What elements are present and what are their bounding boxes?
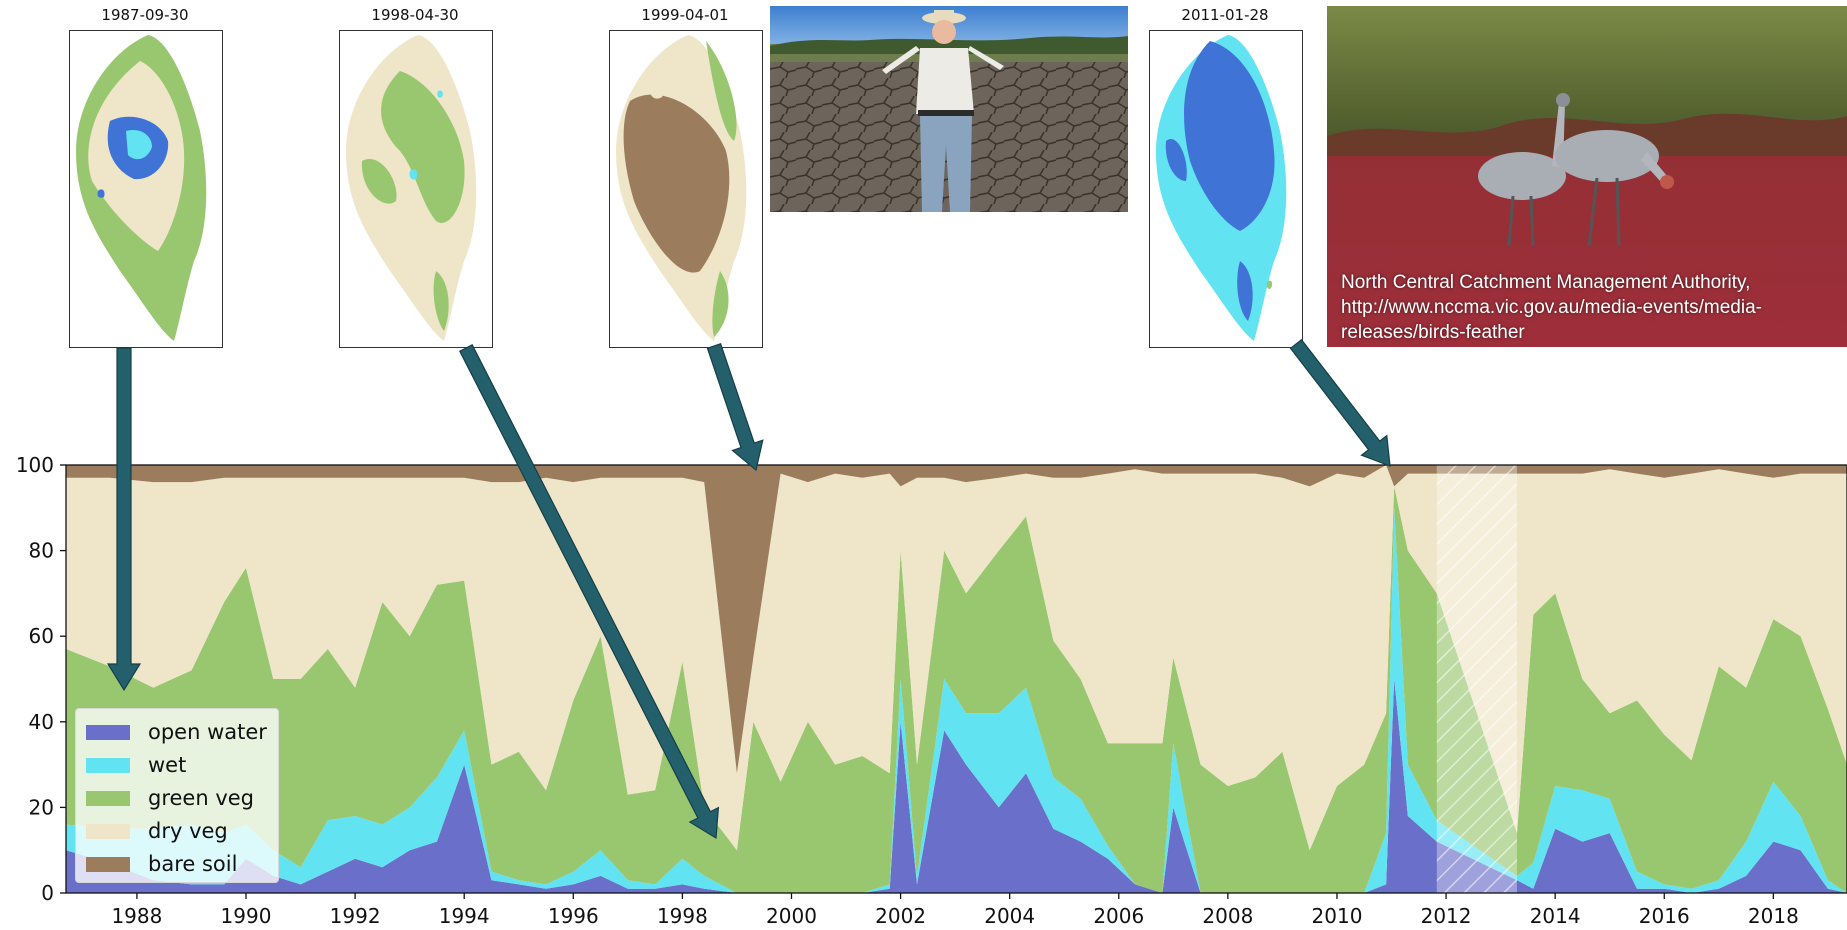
x-tick-label: 2006	[1093, 904, 1144, 928]
legend-label: green veg	[148, 786, 255, 810]
thumbnail-map	[609, 30, 763, 348]
legend-item-green-veg: green veg	[86, 783, 254, 813]
area-series-open-water	[66, 679, 1847, 893]
x-tick-label: 1990	[221, 904, 272, 928]
thumbnail-map	[339, 30, 493, 348]
data-gap-hatch	[1436, 465, 1517, 893]
legend-swatch	[86, 790, 130, 806]
x-tick-label: 1988	[111, 904, 162, 928]
annotation-arrow-2011	[1289, 338, 1391, 467]
x-tick-label: 2018	[1748, 904, 1799, 928]
x-tick-label: 2014	[1530, 904, 1581, 928]
legend-label: bare soil	[148, 852, 238, 876]
x-tick-label: 2002	[875, 904, 926, 928]
area-series-wet	[66, 507, 1847, 893]
x-tick-label: 1992	[330, 904, 381, 928]
person-figure	[882, 10, 1004, 212]
y-tick-label: 0	[41, 881, 54, 905]
plot-frame	[65, 464, 1847, 894]
area-series-green-veg	[66, 486, 1847, 893]
x-tick-label: 2012	[1421, 904, 1472, 928]
legend-swatch	[86, 724, 130, 740]
annotation-arrow-1998	[458, 343, 720, 840]
thumbnail-date: 2011-01-28	[1181, 6, 1269, 24]
thumbnail-1987: 1987-09-30	[45, 0, 245, 350]
cranes-photo-caption: North Central Catchment Management Autho…	[1341, 272, 1762, 343]
x-tick-label: 1994	[439, 904, 490, 928]
legend-swatch	[86, 757, 130, 773]
legend-item-bare-soil: bare soil	[86, 849, 237, 879]
area-series-bare-soil	[66, 465, 1847, 774]
legend-label: dry veg	[148, 819, 228, 843]
thumbnail-2011: 2011-01-28	[1125, 0, 1325, 350]
legend-label: wet	[148, 753, 187, 777]
data-gap-overlay	[1436, 465, 1517, 893]
legend-item-dry-veg: dry veg	[86, 816, 228, 846]
thumbnail-1998: 1998-04-30	[315, 0, 515, 350]
x-tick-label: 2008	[1202, 904, 1253, 928]
x-tick-label: 2010	[1312, 904, 1363, 928]
x-tick-label: 2004	[984, 904, 1035, 928]
x-tick-label: 1998	[657, 904, 708, 928]
y-tick-label: 40	[29, 710, 54, 734]
legend-item-wet: wet	[86, 750, 186, 780]
x-tick-label: 2016	[1639, 904, 1690, 928]
thumbnail-1999: 1999-04-01	[585, 0, 785, 350]
thumbnail-map	[1149, 30, 1303, 348]
legend-swatch	[86, 856, 130, 872]
farmer-photo	[770, 6, 1128, 212]
thumbnail-date: 1999-04-01	[641, 6, 729, 24]
crane-birds	[1478, 93, 1674, 247]
chart-legend: open water wet green veg dry veg bare so…	[75, 708, 279, 883]
thumbnail-map	[69, 30, 223, 348]
cranes-photo: North Central Catchment Management Autho…	[1327, 6, 1847, 347]
thumbnail-date: 1998-04-30	[371, 6, 459, 24]
x-tick-label: 1996	[548, 904, 599, 928]
legend-swatch	[86, 823, 130, 839]
y-tick-label: 60	[29, 624, 54, 648]
x-tick-label: 2000	[766, 904, 817, 928]
y-tick-label: 80	[29, 539, 54, 563]
annotation-arrow-1999	[706, 343, 764, 472]
legend-item-open-water: open water	[86, 717, 267, 747]
legend-label: open water	[148, 720, 267, 744]
y-tick-label: 100	[16, 453, 54, 477]
thumbnail-date: 1987-09-30	[101, 6, 189, 24]
area-series-dry-veg	[66, 465, 1847, 851]
y-tick-label: 20	[29, 795, 54, 819]
annotation-arrow-1987	[106, 347, 142, 692]
